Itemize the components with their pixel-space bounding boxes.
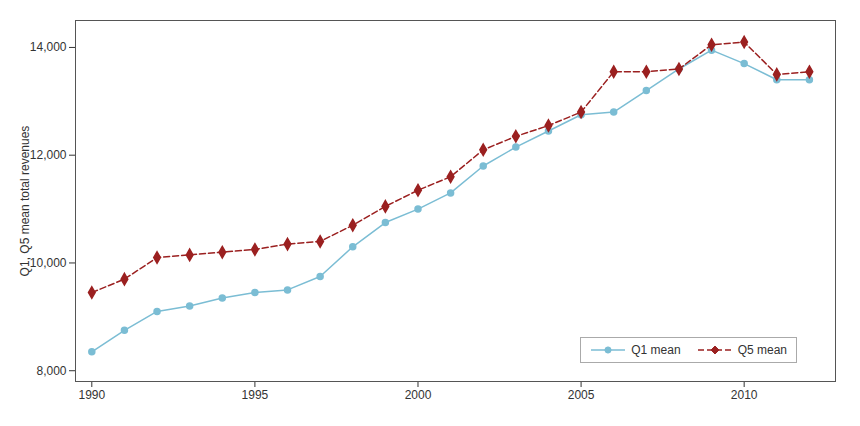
html-text:Q1 mean: Q1 mean <box>631 343 681 357</box>
svg-text:10,000: 10,000 <box>30 256 67 270</box>
svg-text:1990: 1990 <box>78 388 105 402</box>
svg-text:2010: 2010 <box>731 388 758 402</box>
svg-text:2000: 2000 <box>405 388 432 402</box>
svg-text:Q1, Q5 mean total revenues: Q1, Q5 mean total revenues <box>18 126 32 277</box>
svg-text:14,000: 14,000 <box>30 40 67 54</box>
svg-text:2005: 2005 <box>568 388 595 402</box>
svg-text:12,000: 12,000 <box>30 148 67 162</box>
html-text:Q5 mean: Q5 mean <box>737 343 787 357</box>
svg-text:1995: 1995 <box>242 388 269 402</box>
svg-text:8,000: 8,000 <box>36 364 66 378</box>
